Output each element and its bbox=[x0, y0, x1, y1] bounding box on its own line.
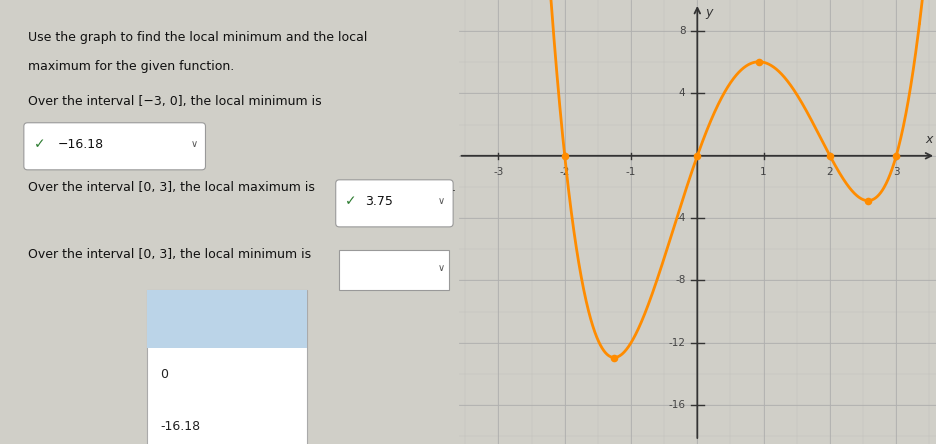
Text: maximum for the given function.: maximum for the given function. bbox=[27, 60, 234, 73]
Text: 1: 1 bbox=[760, 166, 767, 177]
Text: -3: -3 bbox=[493, 166, 504, 177]
Text: -8: -8 bbox=[675, 275, 685, 285]
FancyBboxPatch shape bbox=[23, 123, 206, 170]
Text: 3.75: 3.75 bbox=[365, 195, 392, 208]
Text: Over the interval [0, 3], the local minimum is: Over the interval [0, 3], the local mini… bbox=[27, 248, 311, 261]
Text: 2: 2 bbox=[826, 166, 833, 177]
Text: ✓: ✓ bbox=[35, 137, 46, 151]
Text: −16.18: −16.18 bbox=[57, 138, 104, 151]
Text: 4: 4 bbox=[679, 88, 685, 99]
Text: x: x bbox=[926, 134, 932, 147]
FancyBboxPatch shape bbox=[340, 250, 449, 290]
Text: -4: -4 bbox=[675, 213, 685, 223]
Text: 3: 3 bbox=[893, 166, 899, 177]
Text: ∨: ∨ bbox=[190, 139, 197, 149]
Text: ✓: ✓ bbox=[344, 194, 357, 208]
Bar bbox=[147, 290, 307, 348]
Text: Use the graph to find the local minimum and the local: Use the graph to find the local minimum … bbox=[27, 31, 367, 44]
Text: .: . bbox=[452, 181, 456, 194]
Text: Over the interval [0, 3], the local maximum is: Over the interval [0, 3], the local maxi… bbox=[27, 181, 314, 194]
Text: -12: -12 bbox=[668, 338, 685, 348]
Text: -16.18: -16.18 bbox=[161, 420, 200, 433]
Text: -2: -2 bbox=[560, 166, 570, 177]
Text: y: y bbox=[706, 6, 712, 19]
Text: ∨: ∨ bbox=[438, 196, 446, 206]
Text: -16: -16 bbox=[668, 400, 685, 410]
Bar bbox=[147, 289, 307, 444]
Text: 0: 0 bbox=[161, 368, 168, 381]
Text: ∨: ∨ bbox=[438, 263, 446, 273]
Text: -1: -1 bbox=[626, 166, 636, 177]
FancyBboxPatch shape bbox=[336, 180, 453, 227]
Text: 8: 8 bbox=[679, 26, 685, 36]
Text: Over the interval [−3, 0], the local minimum is: Over the interval [−3, 0], the local min… bbox=[27, 95, 321, 107]
